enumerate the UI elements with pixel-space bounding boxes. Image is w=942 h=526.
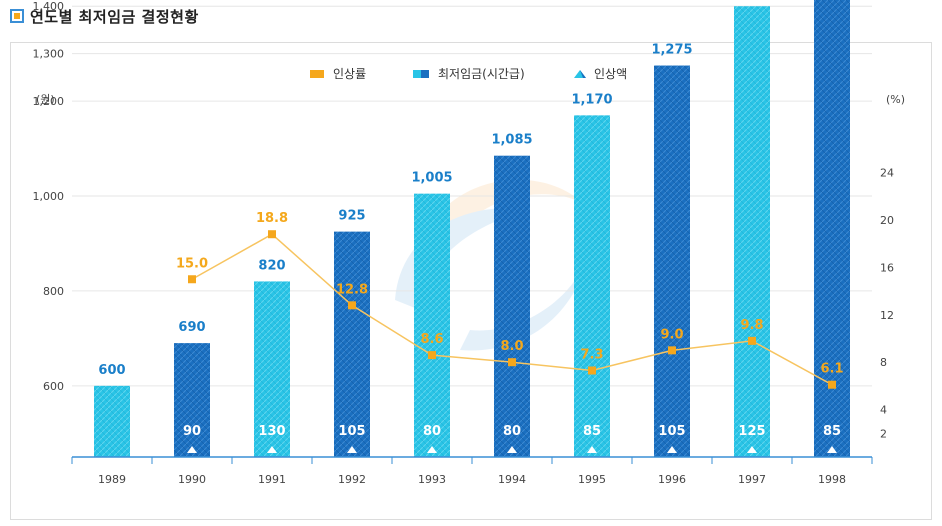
title-square-icon	[10, 9, 24, 23]
increase-triangle-icon	[667, 446, 677, 453]
bar-value-label: 600	[98, 363, 125, 378]
rate-marker	[668, 346, 676, 355]
bar-value-label: 1,275	[651, 43, 692, 58]
chart-panel	[10, 42, 932, 520]
increase-amount-label: 85	[583, 424, 601, 439]
page-header: 연도별 최저임금 결정현황	[10, 4, 199, 28]
increase-amount-label: 130	[258, 424, 285, 439]
bar-1994	[494, 155, 530, 457]
right-axis-tick-label: 8	[880, 356, 887, 369]
increase-triangle-icon	[347, 446, 357, 453]
rate-marker	[828, 380, 836, 389]
left-axis-unit: (원)	[36, 93, 55, 106]
bar-1991	[254, 281, 290, 457]
increase-triangle-icon	[267, 446, 277, 453]
x-axis-tick-label: 1991	[258, 473, 286, 486]
legend-layer: 인상률 최저임금(시간급) 인상액	[310, 67, 627, 81]
right-axis-tick-label: 20	[880, 214, 894, 227]
rate-marker	[188, 275, 196, 284]
bar-1993	[414, 193, 450, 457]
rate-value-label: 8.0	[500, 339, 523, 354]
rate-value-label: 9.0	[660, 327, 683, 342]
increase-triangle-icon	[427, 446, 437, 453]
bar-value-label: 1,170	[571, 92, 612, 107]
bar-1995	[574, 115, 610, 458]
left-axis-tick-label: 800	[43, 285, 64, 298]
right-axis-tick-label: 12	[880, 309, 894, 322]
legend-wage-swatch-dark	[421, 70, 429, 78]
increase-triangle-icon	[187, 446, 197, 453]
increase-triangle-icon	[827, 446, 837, 453]
x-axis-tick-label: 1993	[418, 473, 446, 486]
rate-marker	[428, 351, 436, 360]
increase-amount-label: 85	[823, 424, 841, 439]
rate-marker	[748, 336, 756, 345]
left-axis-tick-label: 1,000	[33, 190, 65, 203]
rate-value-label: 7.3	[580, 347, 603, 362]
x-axis-tick-label: 1992	[338, 473, 366, 486]
bars-layer	[94, 0, 850, 458]
axis-layer: 6008001,0001,2001,3001,4001,500248121620…	[33, 0, 906, 486]
right-axis-tick-label: 24	[880, 167, 894, 180]
rate-value-label: 18.8	[256, 211, 288, 226]
bar-value-label: 690	[178, 320, 205, 335]
x-axis-tick-label: 1996	[658, 473, 686, 486]
increase-amount-label: 125	[738, 424, 765, 439]
rate-marker	[268, 230, 276, 239]
bar-value-label: 1,005	[411, 171, 452, 186]
increase-amount-label: 90	[183, 424, 201, 439]
left-axis-tick-label: 600	[43, 380, 64, 393]
rate-value-label: 15.0	[176, 256, 208, 271]
rate-value-label: 9.8	[740, 318, 763, 333]
bar-value-label: 1,085	[491, 133, 532, 148]
x-axis-tick-label: 1998	[818, 473, 846, 486]
legend-increase-triangle-shade	[580, 70, 586, 78]
bar-1992	[334, 231, 370, 457]
left-axis-tick-label: 1,400	[33, 0, 65, 13]
labels-layer: 6006908209251,0051,0851,1701,2751,4001,4…	[98, 43, 844, 453]
left-axis-tick-label: 1,200	[33, 95, 65, 108]
rate-value-label: 6.1	[820, 362, 843, 377]
left-axis-tick-label: 1,300	[33, 48, 65, 61]
bar-1996	[654, 65, 690, 457]
increase-amount-label: 80	[503, 424, 521, 439]
increase-amount-label: 105	[338, 424, 365, 439]
rate-value-label: 8.6	[420, 332, 443, 347]
x-axis-tick-label: 1994	[498, 473, 526, 486]
legend-rate-label: 인상률	[333, 67, 366, 81]
right-axis-unit: (%)	[886, 93, 905, 106]
x-axis-tick-label: 1995	[578, 473, 606, 486]
line-layer	[188, 230, 836, 389]
legend-rate-swatch	[310, 70, 324, 78]
x-axis-tick-label: 1990	[178, 473, 206, 486]
rate-marker	[348, 301, 356, 310]
increase-triangle-icon	[587, 446, 597, 453]
legend-wage-label: 최저임금(시간급)	[438, 67, 525, 81]
bar-value-label: 925	[338, 209, 365, 224]
x-axis-tick-label: 1989	[98, 473, 126, 486]
increase-amount-label: 80	[423, 424, 441, 439]
page-title: 연도별 최저임금 결정현황	[30, 7, 199, 26]
legend-increase-label: 인상액	[594, 67, 627, 81]
x-axis-tick-label: 1997	[738, 473, 766, 486]
right-axis-tick-label: 4	[880, 404, 887, 417]
legend-wage-swatch-light	[413, 70, 421, 78]
rate-value-label: 12.8	[336, 282, 368, 297]
rate-marker	[588, 366, 596, 375]
bar-1997	[734, 6, 770, 457]
rate-marker	[508, 358, 516, 367]
increase-triangle-icon	[747, 446, 757, 453]
increase-triangle-icon	[507, 446, 517, 453]
right-axis-tick-label: 16	[880, 261, 894, 274]
bar-value-label: 820	[258, 258, 285, 273]
bar-1990	[174, 343, 210, 457]
bar-1989	[94, 385, 130, 457]
right-axis-tick-label: 2	[880, 427, 887, 440]
increase-amount-label: 105	[658, 424, 685, 439]
